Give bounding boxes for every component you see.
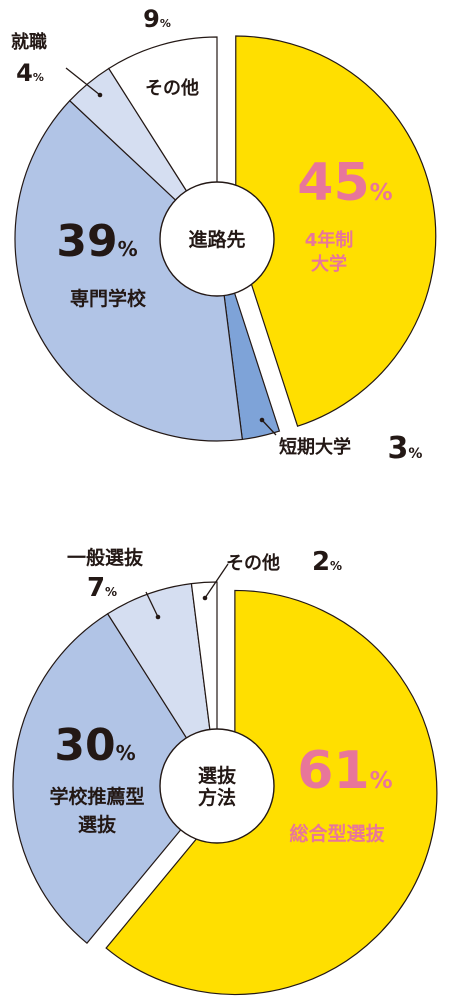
label-junior-college-pct: 3% [388,431,423,466]
label-other-pct-percent-sign: % [160,17,171,30]
label-junior-college-pct-number: 3 [388,431,409,466]
label-vocational-pct: 39% [56,216,137,267]
label-vocational-name: 専門学校 [70,287,147,310]
slice-0-0 [235,35,437,427]
leader-dot [202,595,208,601]
label-employment-name: 就職 [11,31,47,53]
label-university-pct-number: 45 [297,153,369,213]
leader-line [65,67,101,96]
label-university-name: 4年制 [305,229,354,251]
label-employment-pct-number: 4 [16,59,33,87]
label-university-name: 大学 [311,253,347,275]
label-general-pct-number: 7 [87,573,105,603]
label-comprehensive-pct-percent-sign: % [370,768,393,794]
label-other-pct-number: 9 [143,5,160,33]
label-recommendation-pct-percent-sign: % [116,741,136,765]
label-other-pct: 9% [143,5,171,33]
label-comprehensive-name: 総合型選抜 [289,822,385,845]
label-employment-pct-percent-sign: % [33,71,44,84]
label-junior-college-name: 短期大学 [279,436,351,458]
leader-dot [155,614,161,620]
slice-0-2 [14,99,243,442]
label-general-pct-percent-sign: % [105,585,117,599]
label-general-pct: 7% [87,573,117,603]
center-label: 進路先 [188,228,245,251]
label-university-pct: 45% [297,153,392,213]
label-general-name: 一般選抜 [67,546,144,569]
label-other2-name: その他 [226,552,280,574]
label-recommendation-name: 学校推薦型 [49,785,144,808]
center-label: 選抜 [198,764,237,787]
center-circle [159,728,275,844]
label-other2-pct-percent-sign: % [330,559,342,573]
label-recommendation-name: 選抜 [78,813,117,836]
label-employment-pct: 4% [16,59,44,87]
leader-dot [259,417,265,423]
label-other2-pct-number: 2 [312,547,330,577]
label-other2-pct: 2% [312,547,342,577]
label-vocational-pct-percent-sign: % [118,237,138,261]
label-recommendation-pct-number: 30 [54,720,115,771]
leader-line [145,591,159,618]
label-junior-college-pct-percent-sign: % [408,446,422,462]
center-label: 方法 [198,786,236,809]
label-vocational-pct-number: 39 [56,216,117,267]
slice-1-1 [12,612,218,945]
leader-line [261,419,277,436]
leader-line [204,563,229,599]
label-comprehensive-pct-number: 61 [297,741,369,801]
label-other-name: その他 [145,77,199,99]
leader-dot [97,92,103,98]
label-university-pct-percent-sign: % [370,180,393,206]
label-recommendation-pct: 30% [54,720,135,771]
label-comprehensive-pct: 61% [297,741,392,801]
center-circle [159,181,275,297]
